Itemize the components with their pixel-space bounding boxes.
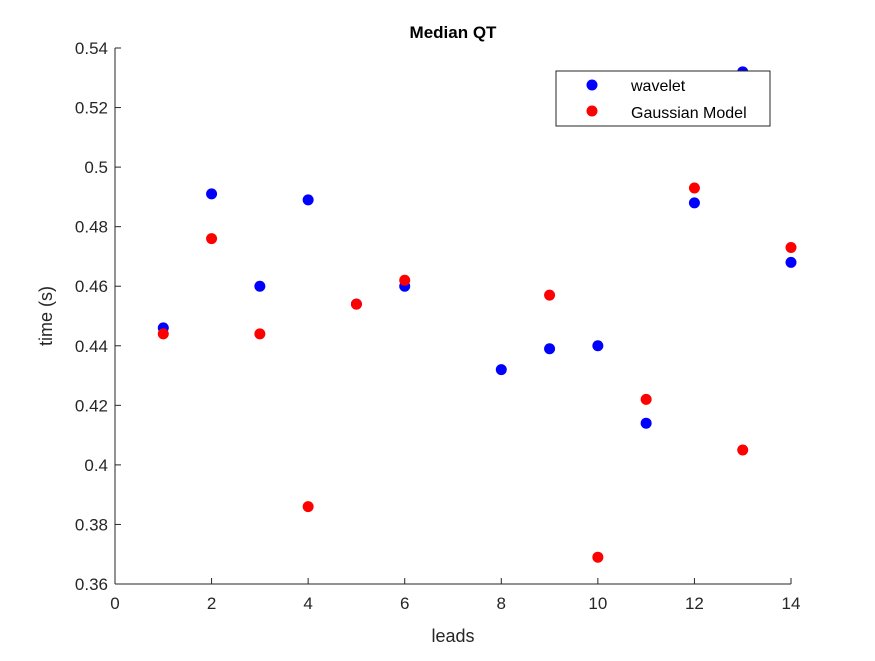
- y-axis-label: time (s): [36, 286, 56, 346]
- legend: wavelet Gaussian Model: [555, 70, 771, 127]
- y-tick-label: 0.36: [75, 575, 108, 594]
- x-tick-label: 6: [400, 594, 409, 613]
- legend-marker-gaussian-model: [586, 105, 598, 117]
- data-point-gaussian-model: [350, 298, 362, 310]
- data-point-wavelet: [592, 340, 604, 352]
- x-tick-label: 10: [588, 594, 607, 613]
- x-tick-label: 8: [497, 594, 506, 613]
- data-point-gaussian-model: [206, 233, 218, 245]
- x-tick-label: 14: [782, 594, 801, 613]
- data-points: [157, 66, 797, 563]
- x-tick-label: 0: [110, 594, 119, 613]
- y-tick-label: 0.38: [75, 515, 108, 534]
- data-point-wavelet: [785, 256, 797, 268]
- plot-area: [115, 48, 791, 584]
- data-point-wavelet: [254, 280, 266, 292]
- data-point-wavelet: [302, 194, 314, 206]
- y-tick-label: 0.46: [75, 277, 108, 296]
- y-tick-label: 0.5: [84, 158, 108, 177]
- x-tick-label: 2: [207, 594, 216, 613]
- data-point-wavelet: [544, 343, 556, 355]
- ticks: 0 2 4 6 8 10 12 14 0.36 0.38 0.4 0.42 0.44 0.46 0.48 0.…: [75, 39, 801, 613]
- data-point-gaussian-model: [592, 551, 604, 563]
- x-axis-label: leads: [431, 626, 474, 646]
- y-tick-label: 0.4: [84, 456, 108, 475]
- data-point-wavelet: [640, 417, 652, 429]
- data-point-gaussian-model: [688, 182, 700, 194]
- data-point-gaussian-model: [302, 501, 314, 513]
- x-tick-label: 4: [303, 594, 312, 613]
- data-point-wavelet: [688, 197, 700, 209]
- data-point-gaussian-model: [640, 393, 652, 405]
- legend-marker-wavelet: [586, 79, 598, 91]
- y-tick-label: 0.52: [75, 99, 108, 118]
- data-point-gaussian-model: [399, 274, 411, 286]
- y-tick-label: 0.48: [75, 218, 108, 237]
- data-point-gaussian-model: [544, 289, 556, 301]
- data-point-wavelet: [495, 364, 507, 376]
- data-point-gaussian-model: [254, 328, 266, 340]
- legend-label-gaussian-model: Gaussian Model: [631, 105, 747, 122]
- y-tick-label: 0.54: [75, 39, 108, 58]
- chart-title: Median QT: [410, 23, 498, 42]
- y-tick-label: 0.42: [75, 396, 108, 415]
- data-point-wavelet: [206, 188, 218, 200]
- data-point-gaussian-model: [785, 242, 797, 254]
- legend-label-wavelet: wavelet: [630, 78, 686, 95]
- data-point-gaussian-model: [737, 444, 749, 456]
- x-tick-label: 12: [685, 594, 704, 613]
- y-tick-label: 0.44: [75, 337, 108, 356]
- data-point-gaussian-model: [157, 328, 169, 340]
